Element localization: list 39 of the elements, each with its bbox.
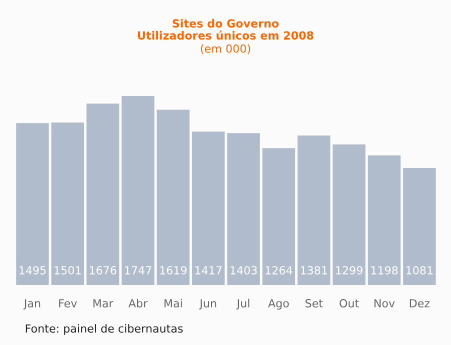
bar bbox=[227, 133, 260, 285]
bar bbox=[51, 122, 84, 285]
data-label: 1676 bbox=[90, 266, 116, 274]
data-label: 1747 bbox=[125, 266, 152, 274]
bar bbox=[192, 132, 225, 285]
chart-title: Sites do Governo Utilizadores únicos em 2008 bbox=[138, 18, 314, 40]
bar bbox=[156, 110, 190, 285]
x-tick-label: Nov bbox=[374, 299, 395, 308]
data-label: 1299 bbox=[336, 266, 362, 274]
x-tick-label: Abr bbox=[128, 298, 148, 308]
bar bbox=[122, 96, 154, 285]
data-label: 1417 bbox=[195, 266, 222, 274]
bar bbox=[16, 123, 49, 285]
bar bbox=[332, 144, 366, 285]
x-tick-label: Jan bbox=[23, 299, 40, 310]
bar bbox=[298, 136, 330, 285]
data-label: 1264 bbox=[266, 266, 292, 274]
x-tick-label: Set bbox=[306, 299, 323, 308]
x-tick-label: Mar bbox=[93, 299, 114, 308]
data-label: 1501 bbox=[54, 266, 81, 274]
chart-subtitle: (em 000) bbox=[200, 44, 250, 54]
bar bbox=[262, 148, 296, 285]
source-note: Fonte: painel de cibernautas bbox=[26, 324, 183, 335]
x-tick-label: Jul bbox=[236, 298, 250, 310]
data-label: 1198 bbox=[371, 266, 398, 274]
bar bbox=[368, 155, 401, 285]
bar bbox=[403, 168, 436, 285]
x-tick-label: Ago bbox=[268, 299, 289, 310]
data-label: 1619 bbox=[160, 266, 187, 274]
x-tick-label: Dez bbox=[410, 299, 430, 308]
x-tick-label: Mai bbox=[164, 298, 182, 308]
x-tick-label: Jun bbox=[199, 299, 216, 310]
data-label: 1381 bbox=[300, 266, 328, 274]
data-label: 1495 bbox=[20, 266, 46, 274]
data-label: 1403 bbox=[230, 266, 257, 274]
x-tick-label: Fev bbox=[59, 299, 77, 308]
data-label: 1081 bbox=[406, 266, 433, 274]
x-tick-label: Out bbox=[340, 299, 359, 308]
bar bbox=[86, 104, 120, 285]
